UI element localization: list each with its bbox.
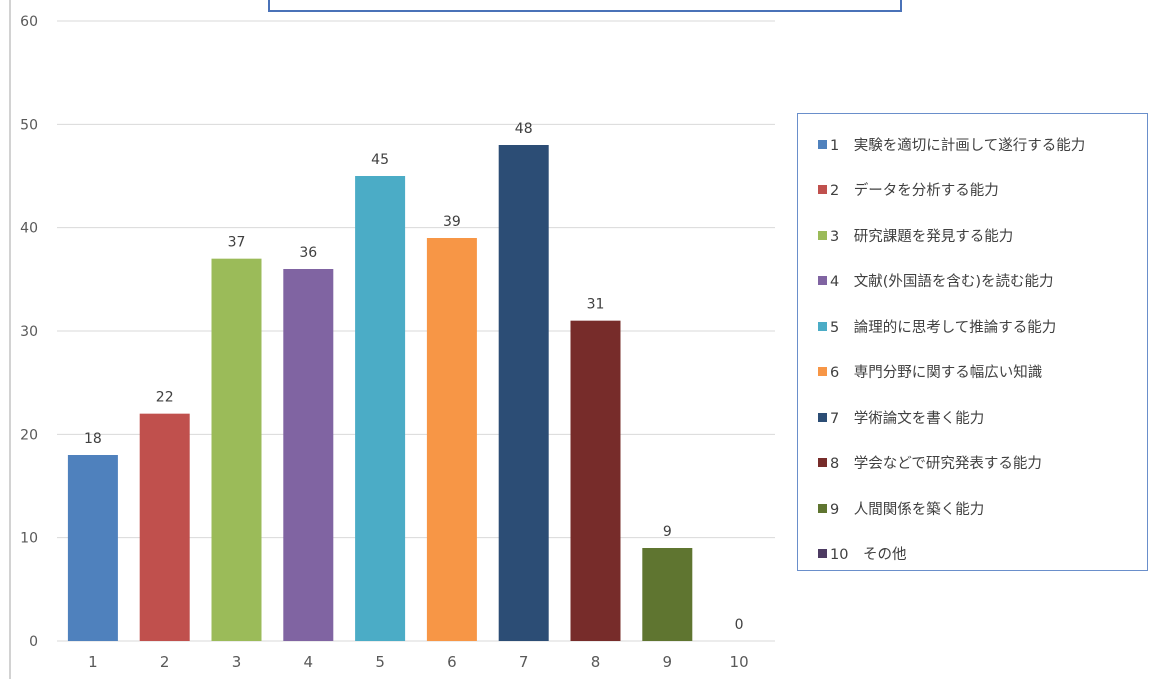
data-label: 36 — [299, 245, 317, 261]
x-tick-label: 4 — [304, 653, 314, 671]
legend-item: 1 実験を適切に計画して遂行する能力 — [818, 132, 1085, 156]
x-tick-label: 2 — [160, 653, 170, 671]
chart-title-box — [268, 0, 902, 12]
x-axis-tick-labels: 1 2 3 4 5 6 7 8 9 10 — [88, 653, 749, 671]
data-label: 22 — [156, 390, 174, 406]
data-label: 0 — [735, 617, 744, 633]
x-tick-label: 8 — [591, 653, 601, 671]
legend-swatch — [818, 458, 827, 467]
bars — [67, 145, 693, 641]
legend-swatch — [818, 503, 827, 513]
legend-label: 1 実験を適切に計画して遂行する能力 — [830, 137, 1086, 154]
y-tick-label: 20 — [20, 427, 38, 443]
x-tick-label: 3 — [232, 653, 242, 671]
legend-item: 5 論理的に思考して推論する能力 — [818, 314, 1056, 338]
bar-8 — [570, 320, 621, 641]
legend-label: 7 学術論文を書く能力 — [830, 410, 985, 427]
x-tick-label: 1 — [88, 653, 98, 671]
legend-item: 3 研究課題を発見する能力 — [818, 223, 1013, 247]
legend-swatch — [818, 367, 827, 376]
legend-swatch — [818, 230, 827, 240]
legend-item: 2 データを分析する能力 — [818, 178, 999, 202]
x-tick-label: 9 — [663, 653, 673, 671]
data-label: 9 — [663, 524, 672, 540]
legend: 1 実験を適切に計画して遂行する能力 2 データを分析する能力 3 研究課題を発見す… — [797, 113, 1148, 571]
legend-label: 4 文献(外国語を含む)を読む能力 — [830, 274, 1054, 290]
y-tick-label: 10 — [20, 531, 38, 547]
data-label: 48 — [515, 121, 533, 137]
bar-9 — [642, 548, 693, 641]
y-axis-tick-labels: 0 10 20 30 40 50 60 — [20, 14, 38, 650]
legend-swatch — [818, 412, 827, 422]
legend-item: 4 文献(外国語を含む)を読む能力 — [818, 269, 1054, 293]
bar-7 — [498, 145, 549, 641]
legend-label: 2 データを分析する能力 — [830, 183, 999, 199]
y-tick-label: 40 — [20, 221, 38, 237]
data-label: 45 — [371, 152, 389, 168]
bar-2 — [139, 413, 190, 641]
legend-item: 7 学術論文を書く能力 — [818, 405, 984, 429]
x-tick-label: 10 — [730, 653, 749, 671]
y-tick-label: 60 — [20, 14, 38, 30]
x-tick-label: 7 — [519, 653, 529, 671]
legend-swatch — [818, 139, 827, 149]
bar-1 — [67, 455, 118, 641]
legend-item: 9 人間関係を築く能力 — [818, 496, 984, 520]
bar-6 — [426, 238, 477, 641]
legend-item: 8 学会などで研究発表する能力 — [818, 451, 1042, 475]
data-label: 37 — [228, 235, 246, 251]
data-label: 39 — [443, 214, 461, 230]
bar-3 — [211, 258, 262, 641]
legend-label: 10 その他 — [830, 547, 907, 563]
bar-5 — [355, 176, 406, 641]
y-tick-label: 0 — [29, 634, 38, 650]
legend-swatch — [818, 321, 827, 331]
legend-item: 6 専門分野に関する幅広い知識 — [818, 360, 1042, 384]
legend-label: 5 論理的に思考して推論する能力 — [830, 319, 1057, 336]
y-tick-label: 50 — [20, 117, 38, 133]
legend-label: 6 専門分野に関する幅広い知識 — [830, 365, 1043, 381]
x-tick-label: 6 — [447, 653, 457, 671]
legend-label: 8 学会などで研究発表する能力 — [830, 456, 1042, 472]
legend-item: 10 その他 — [818, 542, 906, 566]
data-labels: 18 22 37 36 45 39 48 31 9 0 — [84, 121, 744, 633]
data-label: 31 — [587, 297, 605, 313]
legend-swatch — [818, 276, 827, 285]
legend-swatch — [818, 549, 827, 558]
y-tick-label: 30 — [20, 324, 38, 340]
x-tick-label: 5 — [375, 653, 385, 671]
legend-swatch — [818, 185, 827, 194]
legend-label: 9 人間関係を築く能力 — [830, 501, 985, 518]
bar-4 — [283, 269, 334, 641]
legend-label: 3 研究課題を発見する能力 — [830, 228, 1014, 245]
data-label: 18 — [84, 431, 102, 447]
